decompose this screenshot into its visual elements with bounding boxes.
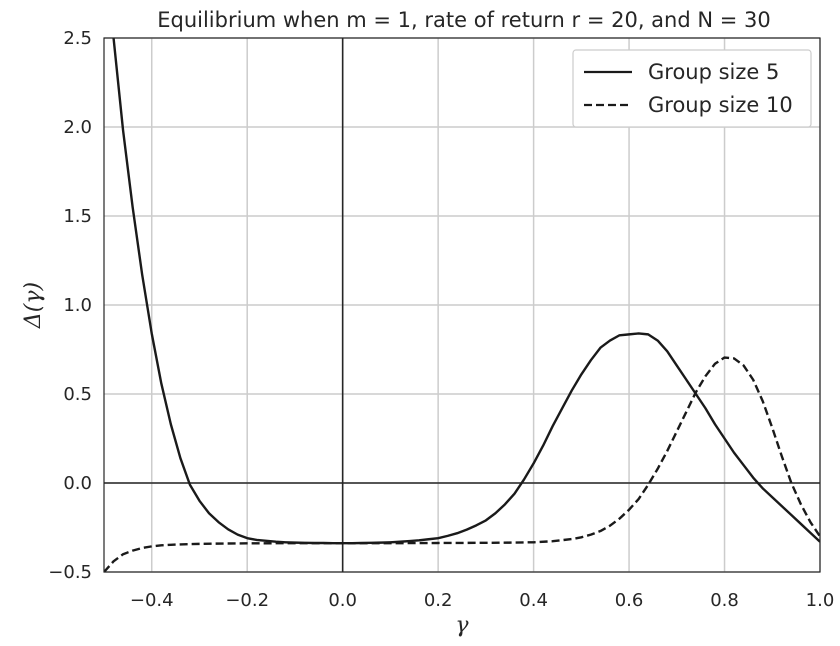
x-tick-label: −0.4	[130, 590, 174, 611]
y-tick-label: 1.0	[63, 295, 92, 316]
legend-label-group-size-5: Group size 5	[648, 60, 779, 84]
y-tick-label: 1.5	[63, 206, 92, 227]
chart-title: Equilibrium when m = 1, rate of return r…	[157, 8, 771, 32]
legend: Group size 5 Group size 10	[572, 49, 812, 128]
x-axis-label: γ	[455, 613, 469, 638]
reference-lines	[104, 38, 820, 572]
x-tick-label: 0.6	[615, 590, 644, 611]
x-tick-label: 0.4	[519, 590, 548, 611]
plot-frame	[103, 37, 821, 573]
y-tick-label: 0.0	[63, 473, 92, 494]
x-tick-label: 1.0	[806, 590, 835, 611]
y-tick-label: 2.0	[63, 117, 92, 138]
legend-box	[572, 49, 812, 128]
series-line-group-size-5	[112, 38, 820, 545]
x-tick-label: −0.2	[225, 590, 269, 611]
series-line-group-size-10	[104, 356, 820, 572]
x-tick-label: 0.0	[328, 590, 357, 611]
x-tick-label: 0.2	[424, 590, 453, 611]
series-layer	[104, 38, 820, 572]
tick-labels: −0.4 −0.2 0.0 0.2 0.4 0.6 0.8 1.0 −0.5 0.0 0.5 1.0 1…	[48, 28, 834, 611]
legend-label-group-size-10: Group size 10	[648, 93, 793, 117]
y-axis-label: Δ(γ)	[21, 282, 46, 329]
y-tick-label: 2.5	[63, 28, 92, 49]
y-tick-label: −0.5	[48, 562, 92, 583]
x-tick-label: 0.8	[710, 590, 739, 611]
y-tick-label: 0.5	[63, 384, 92, 405]
